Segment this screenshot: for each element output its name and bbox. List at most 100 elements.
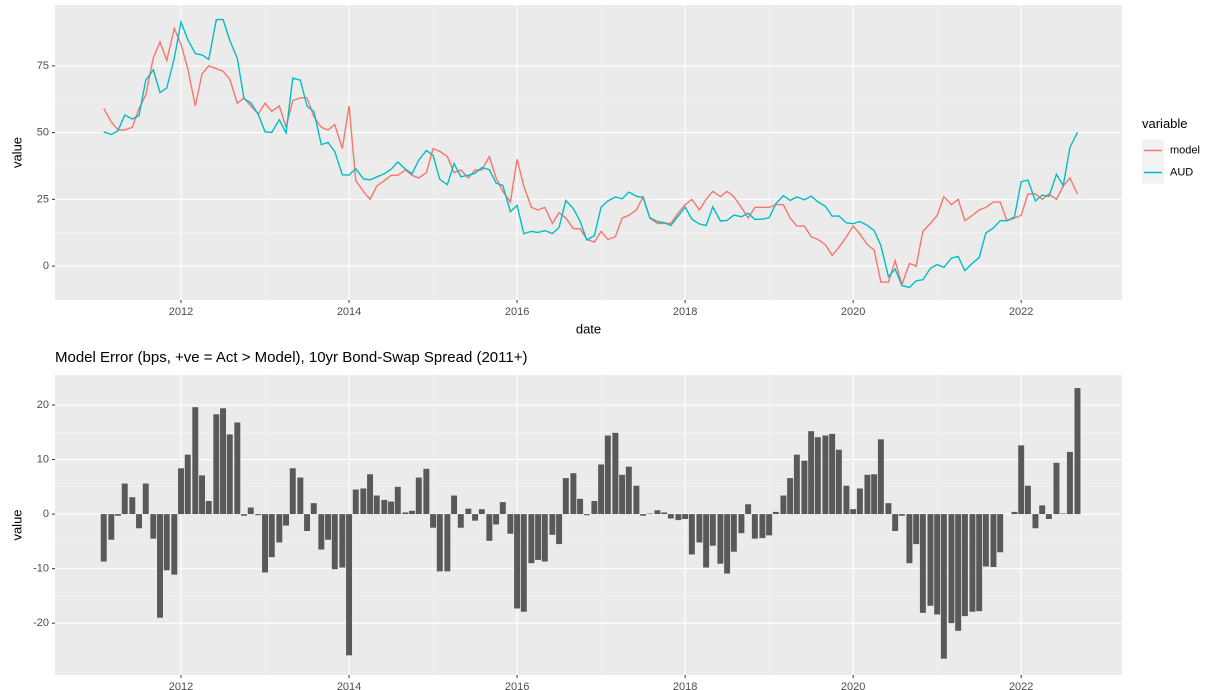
bar (570, 473, 577, 515)
bar (738, 514, 745, 534)
x-tick-label: 2016 (505, 681, 529, 690)
bar (184, 454, 191, 515)
x-axis-title: date (576, 321, 601, 336)
bar (780, 495, 787, 515)
bar (205, 501, 212, 515)
bar (612, 432, 619, 515)
bar (675, 514, 682, 521)
bar (969, 514, 976, 612)
bar (339, 514, 346, 568)
bar (906, 514, 913, 564)
bar (591, 501, 598, 515)
bar (1045, 514, 1052, 519)
bar (703, 514, 710, 568)
chart-title: Model Error (bps, +ve = Act > Model), 10… (55, 349, 527, 366)
bar (226, 434, 233, 515)
bar (940, 514, 947, 659)
x-tick-label: 2018 (673, 681, 697, 690)
y-tick-label: -20 (33, 617, 49, 629)
x-tick-label: 2012 (169, 681, 193, 690)
bar (171, 514, 178, 575)
bar (549, 514, 556, 535)
bar (297, 477, 304, 515)
bar (625, 466, 632, 515)
bar (486, 514, 493, 541)
bar (709, 514, 716, 546)
bar (220, 408, 227, 515)
y-tick-label: -10 (33, 563, 49, 575)
bar (955, 514, 962, 631)
bar (619, 474, 626, 515)
bar (871, 474, 878, 515)
bar (850, 509, 857, 515)
bar (772, 511, 779, 515)
x-tick-label: 2020 (841, 681, 865, 690)
bar (1024, 485, 1031, 515)
y-tick-label: 75 (37, 60, 49, 72)
legend-label: AUD (1170, 166, 1193, 178)
y-tick-label: 0 (43, 508, 49, 520)
bar (325, 514, 332, 540)
bar (892, 514, 899, 531)
bar (856, 488, 863, 515)
bar (661, 512, 668, 515)
y-tick-label: 25 (37, 193, 49, 205)
bar (801, 460, 808, 515)
bar (255, 514, 262, 516)
bar (1018, 445, 1025, 515)
bar (507, 514, 514, 534)
bar (885, 503, 892, 515)
bar (402, 512, 409, 515)
bar (835, 449, 842, 515)
bar (541, 514, 548, 562)
bar (654, 510, 661, 515)
bar (682, 514, 689, 519)
bar (465, 508, 472, 515)
bar (276, 514, 283, 543)
y-tick-label: 10 (37, 453, 49, 465)
line-series (103, 18, 1079, 289)
bar (1060, 513, 1067, 515)
bar (360, 488, 367, 515)
bar (157, 514, 163, 618)
bar (604, 435, 611, 515)
bar (472, 514, 479, 521)
bar (247, 507, 254, 515)
bar (283, 514, 290, 526)
bar (766, 514, 773, 536)
bar (934, 514, 941, 615)
bar (142, 483, 149, 515)
bar (864, 474, 871, 515)
bar (724, 514, 731, 574)
bar (990, 514, 997, 567)
bar (289, 468, 296, 515)
bar (100, 514, 107, 562)
x-tick-label: 2014 (337, 681, 361, 690)
bar (478, 509, 485, 515)
legend-title: variable (1142, 116, 1188, 131)
bar (556, 514, 563, 545)
bar (310, 503, 317, 515)
bar (444, 514, 451, 572)
bar (751, 514, 758, 539)
bar (787, 478, 794, 515)
bar (927, 514, 934, 606)
bar (814, 437, 821, 515)
bar (213, 414, 220, 515)
bar (598, 464, 605, 515)
bar (646, 513, 653, 515)
bar (528, 514, 535, 564)
bar (121, 483, 128, 515)
bar (577, 498, 584, 515)
bar (843, 485, 850, 515)
bar (493, 514, 500, 525)
bar (759, 514, 766, 539)
bar (730, 514, 737, 552)
legend-label: model (1170, 144, 1200, 156)
y-axis-title: value (9, 509, 24, 540)
x-tick-label: 2018 (673, 306, 697, 318)
bar (667, 514, 674, 519)
bar (430, 514, 437, 528)
bar (367, 474, 374, 515)
